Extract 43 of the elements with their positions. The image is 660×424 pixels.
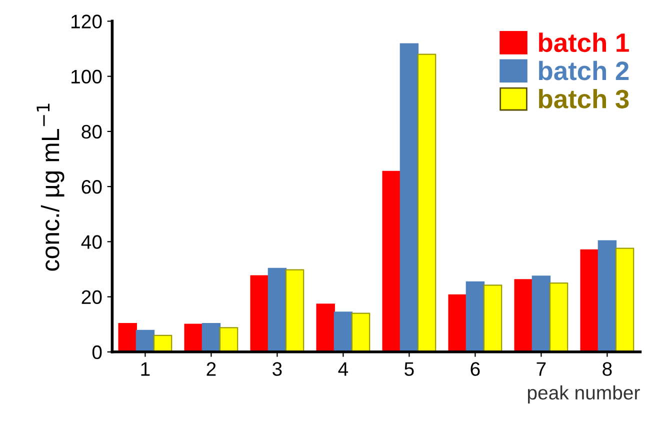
bar: [400, 43, 419, 352]
bar: [549, 282, 568, 352]
bar: [202, 322, 221, 352]
legend-label: batch 1: [539, 32, 629, 52]
bar: [466, 281, 485, 352]
x-tick-label: 5: [404, 362, 414, 376]
x-axis-title: peak number: [528, 385, 640, 404]
bar: [250, 275, 269, 352]
bar: [615, 248, 634, 352]
y-tick-label: 120: [72, 14, 102, 28]
bar: [118, 322, 137, 352]
y-axis-title: conc./ µg mL$^{−1}$: [36, 104, 64, 271]
y-tick-label: 100: [72, 70, 102, 84]
y-tick-label: 40: [81, 235, 102, 249]
bar: [448, 294, 467, 352]
bar: [351, 312, 370, 352]
x-tick-label: 6: [470, 362, 480, 376]
bar: [285, 269, 304, 352]
bar: [382, 170, 401, 352]
bar: [268, 268, 287, 352]
bar: [598, 240, 617, 352]
y-tick-label: 80: [82, 124, 102, 139]
bar: [580, 249, 599, 352]
bar: [219, 327, 238, 352]
x-tick-label: 7: [536, 362, 546, 376]
x-tick-label: 8: [602, 362, 612, 376]
legend-label: batch 3: [539, 89, 629, 108]
bar: [153, 334, 172, 352]
y-tick-label: 0: [92, 345, 102, 360]
bar: [316, 304, 335, 352]
bar: [483, 284, 502, 352]
bar: [532, 276, 551, 352]
x-tick-label: 2: [206, 362, 216, 376]
bar: [184, 324, 203, 352]
legend-label: batch 2: [539, 60, 629, 80]
bar: [417, 54, 436, 352]
y-tick-label: 60: [82, 180, 102, 194]
x-tick-label: 3: [272, 362, 282, 376]
bar: [334, 312, 353, 352]
x-tick-label: 1: [141, 362, 150, 376]
y-tick-label: 20: [82, 290, 102, 304]
bar: [514, 279, 533, 352]
x-tick-label: 4: [338, 362, 348, 376]
